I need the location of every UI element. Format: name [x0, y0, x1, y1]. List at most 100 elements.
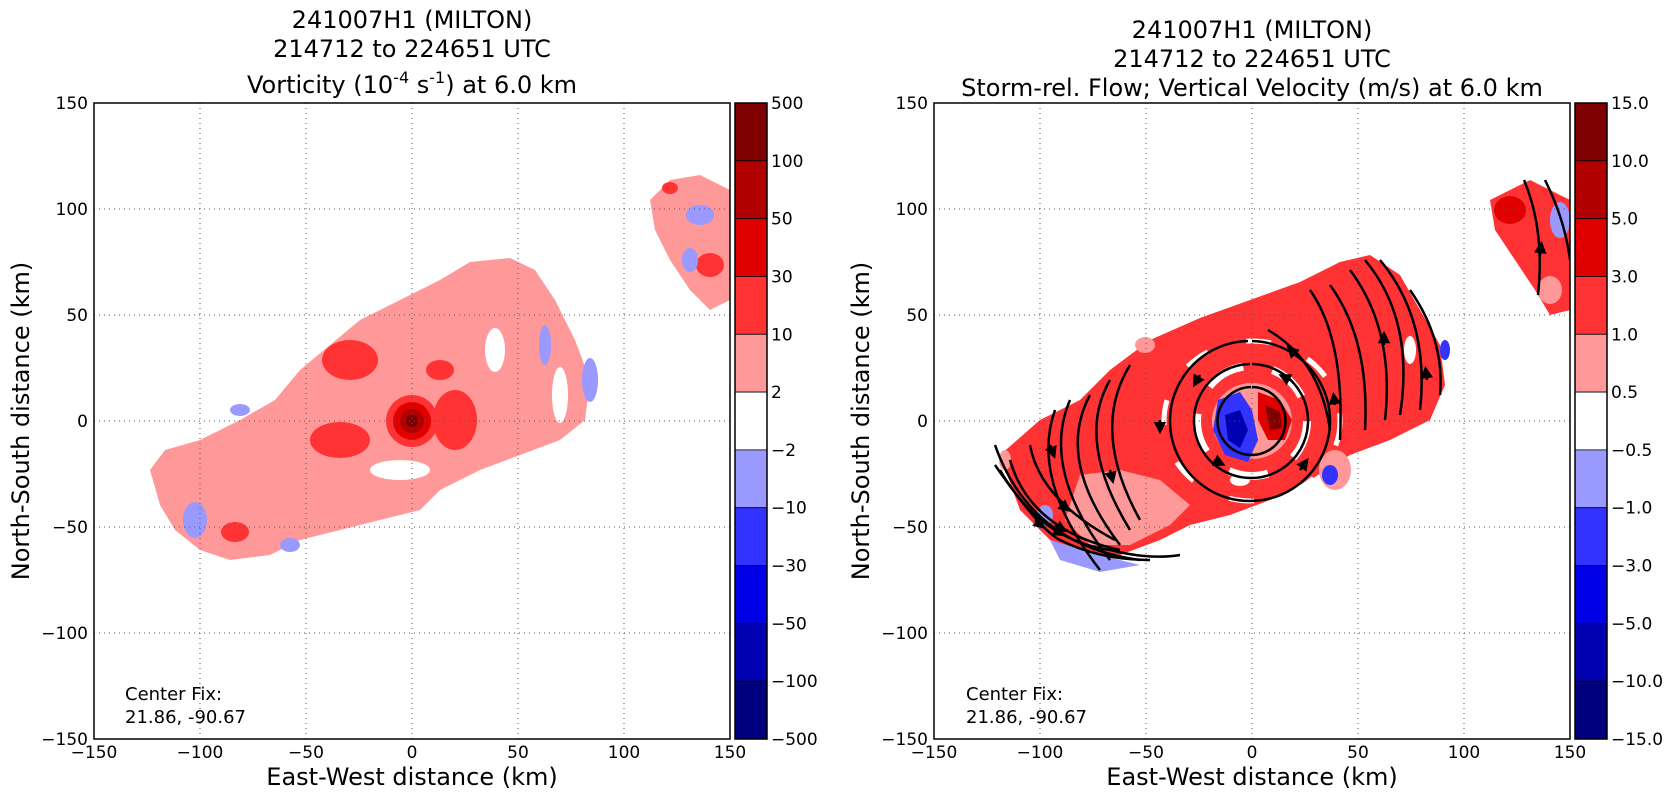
- colorbar-tick-label: −10.0: [1611, 672, 1663, 692]
- x-ticks: −150 −100 −50 0 50 100 150: [911, 743, 1587, 763]
- streamline: [1267, 328, 1332, 431]
- colorbar-tick-label: 1.0: [1611, 325, 1638, 345]
- x-tick-label: −150: [911, 743, 958, 763]
- field-region: [221, 522, 249, 542]
- colorbar-tick-label: −1.0: [1611, 499, 1652, 519]
- y-axis-label: North-South distance (km): [7, 262, 35, 581]
- colorbar-frame: [1574, 102, 1608, 740]
- streamline: [1095, 379, 1132, 531]
- chart-title-line-2: 214712 to 224651 UTC: [273, 35, 551, 63]
- colorbar-swatch: [734, 391, 768, 451]
- field-region: [650, 175, 730, 310]
- field-region: [1404, 336, 1416, 364]
- field-region: [1135, 337, 1155, 353]
- streamlines: [993, 179, 1570, 571]
- colorbar-swatch: [734, 507, 768, 566]
- field-region: [183, 502, 207, 538]
- streamline-arrow: [1328, 391, 1342, 406]
- colorbar-tick-label: −2: [771, 441, 796, 461]
- x-tick-label: 50: [1347, 743, 1369, 763]
- x-axis-label: East-West distance (km): [1106, 763, 1397, 791]
- colorbar-tick-label: −500: [771, 730, 818, 750]
- field-region: [1225, 410, 1248, 448]
- field-region: [150, 258, 590, 560]
- center-fix-value: 21.86, -90.67: [125, 707, 246, 728]
- colorbar-tick-label: −5.0: [1611, 614, 1652, 634]
- colorbar-swatch: [1574, 218, 1608, 277]
- title-part: s: [409, 71, 429, 99]
- field-region: [406, 415, 418, 427]
- colorbar-tick-label: −100: [771, 672, 818, 692]
- center-fix-label: Center Fix:: [125, 684, 222, 705]
- colorbar-swatch: [1574, 160, 1608, 220]
- colorbar-swatch: [734, 218, 768, 277]
- y-tick-label: −100: [41, 624, 88, 644]
- title-part: Vorticity (10: [247, 71, 393, 99]
- streamline-arrow: [1044, 444, 1057, 459]
- colorbar-tick-label: −3.0: [1611, 557, 1652, 577]
- streamline: [1216, 385, 1287, 457]
- field-region: [582, 358, 598, 402]
- x-tick-label: 0: [407, 743, 418, 763]
- colorbar-tick-label: 5.0: [1611, 210, 1638, 230]
- colorbar-swatch: [1574, 102, 1608, 162]
- field-region: [1050, 540, 1140, 572]
- y-tick-label: 100: [896, 200, 928, 220]
- field-region: [485, 328, 505, 372]
- x-tick-label: −50: [1128, 743, 1164, 763]
- y-tick-label: 50: [906, 306, 928, 326]
- chart-title-line-3: Vorticity (10-4 s-1) at 6.0 km: [247, 68, 577, 99]
- grid-lines: [94, 103, 730, 739]
- colorbar-tick-label: 500: [771, 94, 803, 114]
- colorbar-tick-label: −0.5: [1611, 441, 1652, 461]
- colorbar-swatch: [1574, 565, 1608, 624]
- field-region: [1538, 276, 1562, 304]
- x-axis-label: East-West distance (km): [266, 763, 557, 791]
- field-region: [1494, 196, 1526, 224]
- grid-lines: [934, 103, 1570, 739]
- y-axis-label: North-South distance (km): [847, 262, 875, 581]
- y-tick-label: 150: [896, 94, 928, 114]
- colorbar-tick-label: 50: [771, 210, 793, 230]
- vorticity-panel: 241007H1 (MILTON) 214712 to 224651 UTC V…: [7, 6, 818, 791]
- colorbar-swatch: [734, 160, 768, 220]
- field-region: [1065, 470, 1190, 545]
- field-region: [1322, 465, 1338, 485]
- colorbar-swatch: [734, 680, 768, 740]
- streamline-arrow: [1057, 499, 1071, 513]
- streamline: [993, 444, 1141, 562]
- field-region: [1265, 405, 1282, 430]
- y-tick-label: 0: [77, 412, 88, 432]
- chart-title-line-2: 214712 to 224651 UTC: [1113, 45, 1391, 73]
- chart-title-line-1: 241007H1 (MILTON): [1132, 16, 1373, 44]
- colorbar-swatch: [734, 276, 768, 335]
- colorbar-swatch: [1574, 507, 1608, 566]
- streamline: [1059, 399, 1111, 561]
- colorbar-tick-label: 2: [771, 383, 782, 403]
- streamline: [1192, 362, 1310, 480]
- chart-title-line-1: 241007H1 (MILTON): [292, 6, 533, 34]
- plot-frame: [933, 102, 1571, 740]
- colorbar-tick-label: 0.5: [1611, 383, 1638, 403]
- colorbar-swatch: [1574, 449, 1608, 509]
- field-region: [552, 367, 568, 423]
- colorbar-swatch: [734, 333, 768, 393]
- colorbar-swatch: [1574, 276, 1608, 335]
- vorticity-field: [150, 175, 730, 560]
- colorbar-tick-label: −50: [771, 614, 807, 634]
- field-region: [686, 205, 714, 225]
- field-region: [433, 390, 477, 450]
- field-region: [230, 404, 250, 416]
- streamline: [1408, 289, 1442, 396]
- x-tick-label: −100: [1017, 743, 1064, 763]
- streamline: [1522, 179, 1541, 296]
- x-tick-label: −100: [177, 743, 224, 763]
- streamline-arrow: [1420, 365, 1433, 381]
- field-region: [426, 360, 454, 380]
- colorbar-tick-label: 15.0: [1611, 94, 1649, 114]
- colorbar-swatch: [1574, 333, 1608, 393]
- x-tick-label: 150: [714, 743, 746, 763]
- field-region: [1440, 340, 1450, 360]
- streamline-arrow: [1286, 345, 1300, 359]
- title-part: ) at 6.0 km: [445, 71, 577, 99]
